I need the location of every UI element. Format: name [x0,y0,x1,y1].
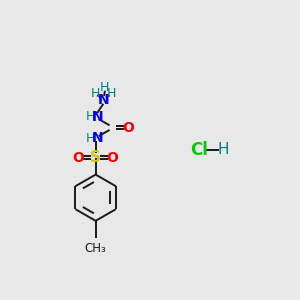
Text: S: S [90,150,101,165]
Text: N: N [98,93,109,107]
Text: H: H [85,110,95,123]
Text: N: N [92,131,103,146]
Text: O: O [122,121,134,135]
Text: Cl: Cl [190,141,208,159]
Text: H: H [218,142,229,158]
Text: H: H [91,87,100,100]
Text: O: O [73,151,85,165]
Text: CH₃: CH₃ [85,242,106,255]
Text: H: H [106,87,116,100]
Text: H: H [100,81,110,94]
Text: H: H [85,132,95,145]
Text: O: O [107,151,118,165]
Text: N: N [92,110,103,124]
